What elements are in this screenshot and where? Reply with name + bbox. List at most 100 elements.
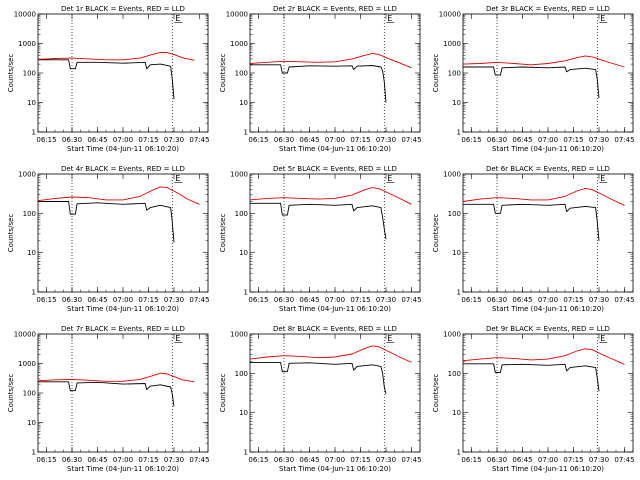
y-tick-label: 1000	[18, 360, 36, 368]
x-tick-label: 07:00	[325, 296, 345, 304]
plot-frame	[37, 173, 209, 293]
plot-title: Det 3r BLACK = Events, RED = LLD	[486, 5, 610, 13]
x-tick-label: 06:30	[62, 296, 82, 304]
x-tick-label: 07:30	[164, 456, 184, 464]
x-tick-label: 06:45	[87, 296, 107, 304]
flag-label: E	[175, 174, 180, 183]
x-tick-label: 07:15	[350, 296, 370, 304]
series-line-black	[463, 66, 600, 99]
y-tick-label: 1000	[18, 171, 36, 179]
x-axis-label: Start Time (04-Jun-11 06:10:20)	[67, 465, 179, 473]
series-line-black	[250, 202, 387, 240]
flag-label: E	[387, 174, 392, 183]
x-tick-label: 06:30	[274, 296, 294, 304]
x-tick-label: 07:45	[401, 136, 421, 144]
x-tick-label: 07:15	[563, 456, 583, 464]
y-tick-label: 1	[457, 449, 461, 457]
y-tick-label: 1000	[443, 171, 461, 179]
y-tick-label: 1000	[443, 331, 461, 339]
x-tick-label: 07:00	[538, 456, 558, 464]
y-tick-label: 1	[244, 449, 248, 457]
x-tick-label: 07:45	[189, 296, 209, 304]
x-tick-label: 06:15	[36, 456, 56, 464]
x-tick-label: 07:15	[138, 296, 158, 304]
y-axis-label: Counts/sec	[432, 374, 440, 413]
x-tick-label: 06:30	[487, 456, 507, 464]
x-tick-label: 07:15	[350, 456, 370, 464]
x-tick-label: 06:30	[62, 456, 82, 464]
series-line-red	[249, 52, 412, 69]
x-tick-label: 07:15	[138, 136, 158, 144]
y-tick-label: 1	[457, 289, 461, 297]
series-line-red	[37, 186, 200, 205]
y-tick-label: 10	[452, 409, 461, 417]
series-line-black	[463, 203, 600, 241]
x-tick-label: 07:15	[350, 136, 370, 144]
x-tick-label: 06:45	[299, 136, 319, 144]
y-axis-label: Counts/sec	[7, 374, 15, 413]
x-tick-label: 06:45	[512, 296, 532, 304]
plot-title: Det 5r BLACK = Events, RED = LLD	[273, 165, 397, 173]
x-tick-label: 06:30	[487, 296, 507, 304]
y-axis-label: Counts/sec	[432, 54, 440, 93]
y-axis-label: Counts/sec	[219, 54, 227, 93]
y-tick-label: 10	[27, 419, 36, 427]
x-tick-label: 07:30	[376, 456, 396, 464]
flag-label: E	[600, 14, 605, 23]
detector-panel: Det 3r BLACK = Events, RED = LLD 1 10 100 10…	[432, 5, 635, 153]
x-tick-label: 06:45	[512, 136, 532, 144]
x-tick-label: 06:45	[87, 456, 107, 464]
x-tick-label: 07:00	[325, 136, 345, 144]
flag-label: E	[600, 174, 605, 183]
x-axis-label: Start Time (04-Jun-11 06:10:20)	[492, 305, 604, 313]
plot-title: Det 7r BLACK = Events, RED = LLD	[61, 325, 185, 333]
y-tick-label: 10000	[14, 331, 36, 339]
y-axis-label: Counts/sec	[219, 374, 227, 413]
x-tick-label: 07:30	[589, 136, 609, 144]
x-tick-label: 07:15	[563, 296, 583, 304]
y-tick-label: 1000	[230, 171, 248, 179]
x-tick-label: 07:45	[614, 136, 634, 144]
plot-frame	[37, 13, 209, 133]
x-tick-label: 06:30	[487, 136, 507, 144]
y-tick-label: 10000	[226, 11, 248, 19]
y-tick-label: 10	[452, 99, 461, 107]
y-tick-label: 1000	[230, 40, 248, 48]
x-tick-label: 07:00	[538, 136, 558, 144]
x-tick-label: 07:30	[376, 296, 396, 304]
y-tick-label: 10	[27, 249, 36, 257]
plot-frame	[462, 333, 634, 453]
y-tick-label: 1000	[18, 40, 36, 48]
y-tick-label: 1	[32, 289, 36, 297]
x-tick-label: 06:15	[248, 136, 268, 144]
series-line-red	[462, 55, 625, 68]
y-tick-label: 100	[448, 370, 461, 378]
y-tick-label: 1000	[230, 331, 248, 339]
plot-frame	[249, 13, 421, 133]
y-tick-label: 100	[235, 370, 248, 378]
x-tick-label: 07:00	[113, 456, 133, 464]
y-tick-label: 100	[23, 390, 36, 398]
y-tick-label: 10000	[439, 11, 461, 19]
x-axis-label: Start Time (04-Jun-11 06:10:20)	[279, 465, 391, 473]
y-tick-label: 100	[448, 210, 461, 218]
x-tick-label: 06:15	[248, 296, 268, 304]
x-axis-label: Start Time (04-Jun-11 06:10:20)	[279, 305, 391, 313]
series-line-red	[249, 345, 412, 363]
series-line-black	[38, 201, 175, 243]
x-tick-label: 06:15	[461, 456, 481, 464]
detector-panel: Det 1r BLACK = Events, RED = LLD 1 10 100 10…	[7, 5, 210, 153]
y-tick-label: 10	[239, 249, 248, 257]
plot-frame	[37, 333, 209, 453]
y-tick-label: 1	[32, 129, 36, 137]
y-tick-label: 10	[27, 99, 36, 107]
x-tick-label: 07:45	[401, 456, 421, 464]
plot-frame	[249, 333, 421, 453]
x-tick-label: 06:45	[299, 296, 319, 304]
x-tick-label: 07:45	[189, 456, 209, 464]
x-axis-label: Start Time (04-Jun-11 06:10:20)	[492, 145, 604, 153]
x-tick-label: 06:30	[274, 456, 294, 464]
y-tick-label: 1	[32, 449, 36, 457]
detector-panel: Det 9r BLACK = Events, RED = LLD 1 10 100 10…	[432, 325, 635, 473]
